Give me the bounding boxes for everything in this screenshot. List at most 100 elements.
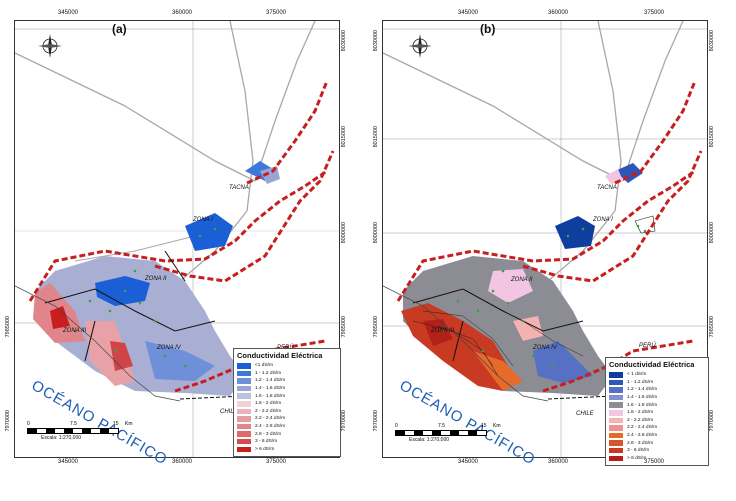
legend-swatch <box>609 402 623 408</box>
tick-right: 8030000 <box>709 30 715 52</box>
legend-swatch <box>237 378 251 384</box>
scale-unit: Km <box>493 423 501 429</box>
scale-label-0: 0 <box>27 421 30 427</box>
legend-item: 1.8 - 2 dS/m <box>609 409 705 417</box>
legend-label: 1.2 - 1.4 dS/m <box>627 387 658 393</box>
legend-title: Conductividad Eléctrica <box>237 351 323 360</box>
legend-item: 1.6 - 1.8 dS/m <box>609 401 705 409</box>
legend-item: 2.2 - 2.4 dS/m <box>237 415 337 423</box>
scale-caption: Escala: 1:270,000 <box>41 435 82 441</box>
tick-top: 360000 <box>548 10 569 16</box>
legend-item: 1.6 - 1.8 dS/m <box>237 392 337 400</box>
legend-item: > 6 dS/m <box>609 455 705 463</box>
map-frame: ZONA I ZONA II ZONA III ZONA IV TACNA PE… <box>14 20 341 469</box>
tick-top: 375000 <box>266 10 287 16</box>
country-chile-label: CHILE <box>576 411 594 417</box>
panel-label: (b) <box>480 22 496 36</box>
legend-label: 1.8 - 2 dS/m <box>627 410 654 416</box>
tick-right: 7970000 <box>709 410 715 432</box>
legend-label: < 1 dS/m <box>627 372 647 378</box>
legend-item: 1.4 - 1.6 dS/m <box>237 385 337 393</box>
legend-label: 2.2 - 2.4 dS/m <box>255 416 286 422</box>
legend-item: 2.2 - 2.4 dS/m <box>609 424 705 432</box>
tick-top: 375000 <box>644 10 665 16</box>
legend-label: 2 - 2.2 dS/m <box>255 408 282 414</box>
scale-label-0: 0 <box>395 423 398 429</box>
legend: Conductividad Eléctrica < 1 dS/m 1 - 1.2 … <box>605 357 709 467</box>
legend-swatch <box>609 387 623 393</box>
legend-item: 1.8 - 2 dS/m <box>237 400 337 408</box>
legend-label: 1.4 - 1.6 dS/m <box>627 395 658 401</box>
north-arrow-icon <box>405 31 435 61</box>
legend-label: 1.4 - 1.6 dS/m <box>255 386 286 392</box>
legend-item: 2.4 - 2.8 dS/m <box>609 432 705 440</box>
tick-bottom: 345000 <box>58 459 79 465</box>
tick-bottom: 345000 <box>458 459 479 465</box>
scale-unit: Km <box>125 421 133 427</box>
map-canvas <box>383 21 707 457</box>
legend-swatch <box>237 393 251 399</box>
legend-item: 1.4 - 1.6 dS/m <box>609 394 705 402</box>
legend-label: 3 - 6 dS/m <box>255 439 278 445</box>
legend-swatch <box>237 438 251 445</box>
legend-items: < 1 dS/m 1 - 1.2 dS/m 1.2 - 1.4 dS/m 1.4 - … <box>609 371 705 462</box>
legend-swatch <box>237 385 251 392</box>
legend-label: > 6 dS/m <box>627 455 647 461</box>
zone-iii-label: ZONA III <box>63 328 87 334</box>
legend-label: > 6 dS/m <box>255 446 275 452</box>
tick-right: 7970000 <box>341 410 347 432</box>
legend-swatch <box>237 408 251 415</box>
legend-label: 1.2 - 1.4 dS/m <box>255 378 286 384</box>
legend-title: Conductividad Eléctrica <box>609 360 695 369</box>
tick-left: 7985000 <box>5 316 11 338</box>
scale-label-end: 15 <box>481 423 487 429</box>
legend-swatch <box>237 416 251 422</box>
scale-label-mid: 7.5 <box>70 421 77 427</box>
scale-bar: 0 7.5 15 Km Escala: 1:270,000 <box>27 421 133 441</box>
map-panel-a: ZONA I ZONA II ZONA III ZONA IV TACNA PE… <box>5 10 347 469</box>
legend-swatch <box>237 401 251 407</box>
tick-right: 8000000 <box>341 222 347 244</box>
zone-i-label: ZONA I <box>193 217 213 223</box>
north-arrow-icon <box>35 31 65 61</box>
scale-labels: 0 7.5 15 Km <box>27 421 133 428</box>
tick-top: 345000 <box>58 10 79 16</box>
legend: Conductividad Eléctrica <1 dS/m 1 - 1.2 d… <box>233 348 341 458</box>
panel-label: (a) <box>112 22 127 36</box>
legend-item: 3 - 6 dS/m <box>609 447 705 455</box>
legend-swatch <box>609 379 623 386</box>
legend-item: < 1 dS/m <box>609 371 705 379</box>
legend-swatch <box>237 363 251 369</box>
map-canvas <box>15 21 339 457</box>
zone-iv-label: ZONA IV <box>533 345 557 351</box>
legend-label: 2.8 - 3 dS/m <box>255 431 282 437</box>
tick-left: 7985000 <box>373 316 379 338</box>
zone-ii-label: ZONA II <box>145 276 167 282</box>
legend-item: 1 - 1.2 dS/m <box>237 370 337 378</box>
scale-caption: Escala: 1:270,000 <box>409 437 450 443</box>
legend-label: 1 - 1.2 dS/m <box>627 379 654 385</box>
legend-swatch <box>237 446 251 453</box>
legend-swatch <box>609 410 623 416</box>
legend-item: 1.2 - 1.4 dS/m <box>237 377 337 385</box>
legend-label: 1.6 - 1.8 dS/m <box>255 393 286 399</box>
zone-ii-label: ZONA II <box>511 277 533 283</box>
country-chile-label: CHILE <box>220 409 238 415</box>
country-peru-label: PERÚ <box>639 343 656 349</box>
legend-item: 2 - 2.2 dS/m <box>237 408 337 416</box>
legend-item: 2.4 - 2.8 dS/m <box>237 423 337 431</box>
legend-swatch <box>609 455 623 462</box>
legend-swatch <box>609 432 623 439</box>
tick-right: 7985000 <box>341 316 347 338</box>
legend-swatch <box>609 440 623 446</box>
tick-right: 8030000 <box>341 30 347 52</box>
tick-bottom: 375000 <box>266 459 287 465</box>
legend-swatch <box>609 447 623 454</box>
scale-bar: 0 7.5 15 Km Escala: 1:270,000 <box>395 423 501 443</box>
tick-bottom: 360000 <box>172 459 193 465</box>
legend-item: <1 dS/m <box>237 362 337 370</box>
tick-top: 360000 <box>172 10 193 16</box>
legend-label: 2.4 - 2.8 dS/m <box>255 424 286 430</box>
tick-right: 7985000 <box>709 316 715 338</box>
tick-left: 8015000 <box>373 126 379 148</box>
